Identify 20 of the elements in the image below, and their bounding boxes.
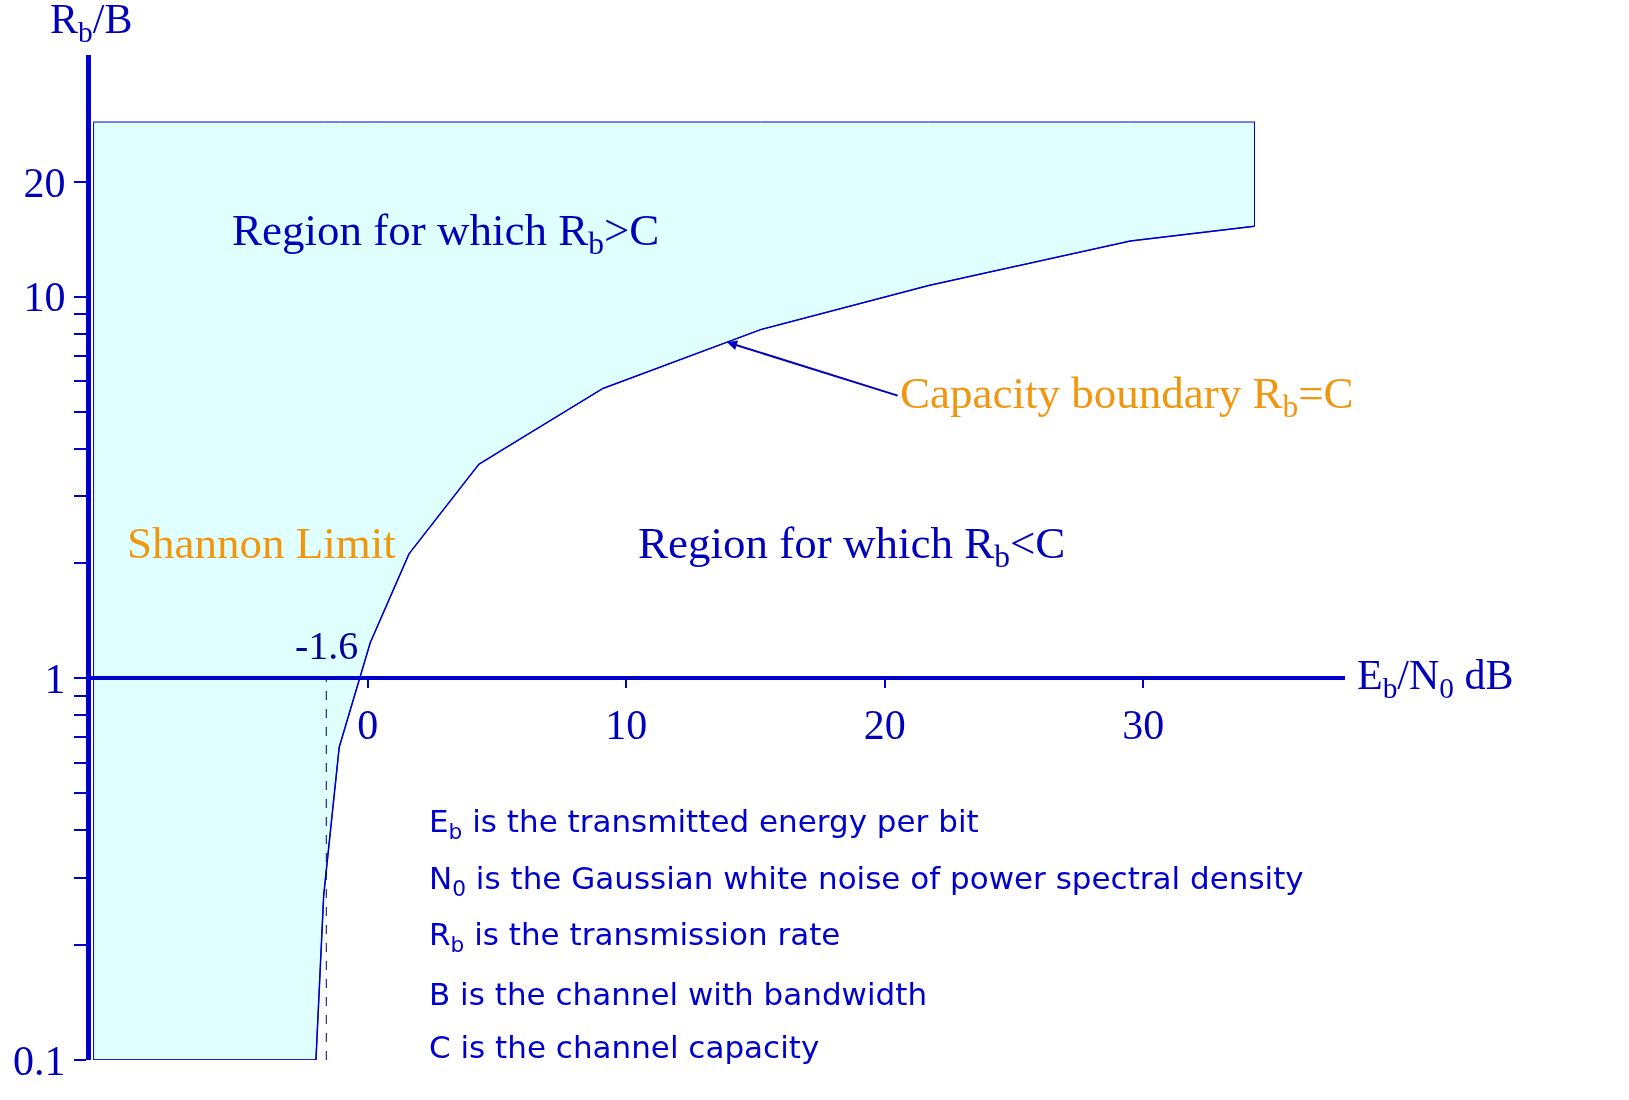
annotation: C is the channel capacity <box>429 1029 820 1065</box>
annotation: B is the channel with bandwidth <box>429 976 928 1012</box>
annotation: Shannon Limit <box>127 518 397 568</box>
y-tick-label: 20 <box>23 159 66 206</box>
annotation: E$_{b}$ is the transmitted energy per bit <box>429 803 979 844</box>
x-axis-title: E$_{b}$/N$_{0}$ dB <box>1357 652 1514 704</box>
x-tick-label: 30 <box>1122 701 1165 748</box>
y-tick-label: 1 <box>44 656 66 703</box>
annotation: N$_{0}$ is the Gaussian white noise of power spectral density <box>429 860 1304 901</box>
y-tick-label: 0.1 <box>13 1037 66 1084</box>
annotation: Capacity boundary R$_{b}$=C <box>900 368 1354 425</box>
y-axis-title: R$_{b}$/B <box>50 0 133 48</box>
x-tick-label: 20 <box>863 701 906 748</box>
annotation: Region for which R$_{b}$<C <box>638 518 1066 575</box>
annotation: Region for which R$_{b}$>C <box>232 205 660 262</box>
x-tick-label: 10 <box>605 701 648 748</box>
x-tick-label: 0 <box>357 701 379 748</box>
annotation: R$_{b}$ is the transmission rate <box>429 916 841 957</box>
y-tick-label: 10 <box>23 274 66 321</box>
ref-line-label: -1.6 <box>295 623 359 668</box>
